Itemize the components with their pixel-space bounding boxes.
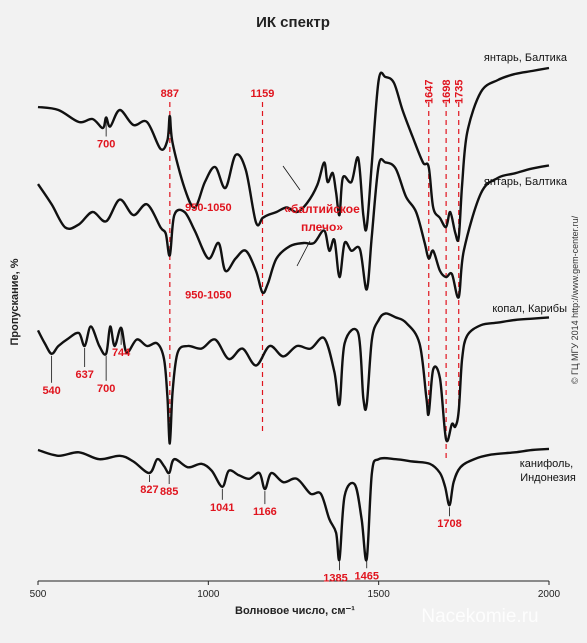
copyright-credit: © ГЦ МГУ 2014 http://www.gem-center.ru/ [570, 215, 580, 384]
copal-label-700: 700 [97, 383, 115, 395]
shoulder-annotation-line1: «балтийское [284, 202, 360, 216]
x-tick-label-3: 2000 [538, 589, 561, 600]
x-ticks: 500 1000 1500 2000 [30, 581, 561, 600]
copal-label-744: 744 [112, 347, 131, 359]
chart-title: ИК спектр [256, 14, 330, 31]
amber2-label-950-1050: 950-1050 [185, 290, 232, 302]
shoulder-annotation-line2: плечо» [301, 220, 343, 234]
series-line-1 [37, 157, 550, 299]
peak-reference-lines [169, 102, 460, 460]
rosin-label-1041: 1041 [210, 502, 234, 514]
peak-label-1735: 1735 [454, 80, 466, 104]
series-line-2 [36, 312, 550, 445]
rosin-label-1465: 1465 [355, 570, 379, 582]
rosin-label-1385: 1385 [323, 572, 347, 584]
peak-label-1698: 1698 [441, 80, 453, 104]
copal-label-637: 637 [75, 369, 93, 381]
y-axis-label: Пропускание, % [9, 258, 21, 345]
x-tick-label-2: 1500 [368, 589, 391, 600]
peak-label-1647: 1647 [424, 80, 436, 104]
spectra [36, 66, 550, 562]
series-label-rosin-line1: канифоль, [520, 458, 574, 470]
rosin-label-885: 885 [160, 486, 178, 498]
rosin-label-1166: 1166 [253, 506, 277, 518]
amber1-label-950-1050: 950-1050 [185, 202, 232, 214]
x-tick-label-0: 500 [30, 589, 47, 600]
peak-labels: 887 1159 1647 1698 1735 700 950-1050 950-1050 54… [42, 80, 465, 585]
series-label-rosin: канифоль, Индонезия [520, 458, 577, 484]
x-tick-label-1: 1000 [197, 589, 220, 600]
watermark: Nacekomie.ru [421, 606, 538, 627]
series-label-copal: копал, Карибы [492, 303, 567, 315]
rosin-label-1708: 1708 [437, 518, 461, 530]
peak-label-887: 887 [161, 88, 179, 100]
series-label-amber-1: янтарь, Балтика [484, 52, 568, 64]
peak-label-1159: 1159 [251, 88, 275, 100]
series-line-3 [37, 447, 550, 562]
shoulder-arrow-2 [296, 240, 311, 267]
x-axis-label: Волновое число, см⁻¹ [235, 605, 355, 617]
amber1-label-700: 700 [97, 139, 115, 151]
shoulder-arrow-1 [282, 165, 301, 191]
copal-label-540: 540 [42, 385, 60, 397]
series-label-rosin-line2: Индонезия [520, 472, 576, 484]
series-line-0 [37, 66, 550, 242]
rosin-label-827: 827 [140, 484, 158, 496]
series-label-amber-2: янтарь, Балтика [484, 176, 568, 188]
